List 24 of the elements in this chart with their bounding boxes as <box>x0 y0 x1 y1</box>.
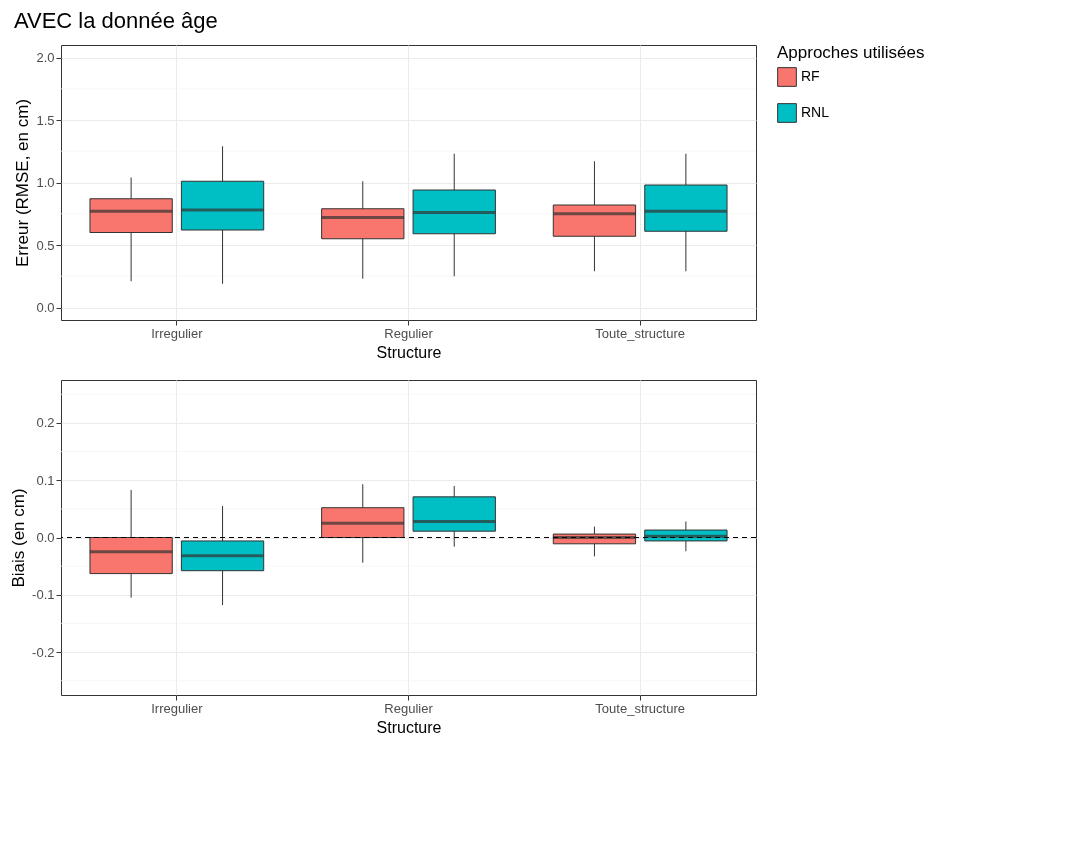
y-tick-label: 0.0 <box>36 300 55 315</box>
y-axis-title: Erreur (RMSE, en cm) <box>13 98 33 268</box>
legend-title: Approches utilisées <box>777 43 925 62</box>
y-tick-label: 0.2 <box>36 415 55 431</box>
chart-title: AVEC la donnée âge <box>13 8 218 33</box>
x-tick-label: Irregulier <box>151 700 204 716</box>
x-tick-label: Toute_structure <box>595 325 685 341</box>
x-tick-label: Toute_structure <box>595 700 685 716</box>
x-tick-label: Irregulier <box>151 325 204 341</box>
y-tick-label: 0.1 <box>36 472 55 488</box>
y-tick-label: -0.2 <box>32 644 55 660</box>
x-tick-label: Regulier <box>384 325 434 341</box>
y-tick-label: 2.0 <box>36 50 55 65</box>
legend-label: RNL <box>801 104 830 120</box>
y-tick-label: 0.5 <box>36 237 55 253</box>
y-axis-title: Biais (en cm) <box>9 488 29 588</box>
y-tick-label: 0.0 <box>36 530 55 545</box>
y-tick-label: -0.1 <box>32 587 55 603</box>
x-axis-title: Structure <box>376 718 442 736</box>
legend-label: RF <box>801 68 820 84</box>
y-tick-label: 1.5 <box>36 112 55 128</box>
x-axis-title: Structure <box>376 343 442 361</box>
x-tick-label: Regulier <box>384 700 434 716</box>
y-tick-label: 1.0 <box>36 175 55 190</box>
